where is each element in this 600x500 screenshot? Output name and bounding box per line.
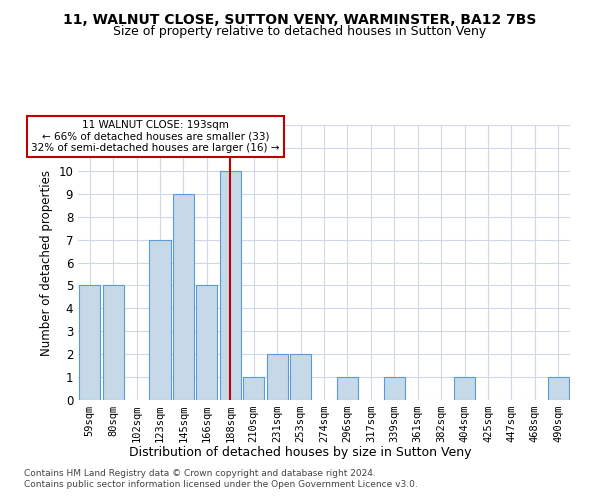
Bar [173, 194, 194, 400]
Bar [290, 354, 311, 400]
Text: Contains HM Land Registry data © Crown copyright and database right 2024.: Contains HM Land Registry data © Crown c… [24, 468, 376, 477]
Bar [548, 377, 569, 400]
Bar [384, 377, 405, 400]
Bar [196, 286, 217, 400]
Bar [243, 377, 264, 400]
Y-axis label: Number of detached properties: Number of detached properties [40, 170, 53, 356]
Bar [266, 354, 287, 400]
Bar [454, 377, 475, 400]
Bar [337, 377, 358, 400]
Text: Size of property relative to detached houses in Sutton Veny: Size of property relative to detached ho… [113, 25, 487, 38]
Text: 11, WALNUT CLOSE, SUTTON VENY, WARMINSTER, BA12 7BS: 11, WALNUT CLOSE, SUTTON VENY, WARMINSTE… [64, 12, 536, 26]
Text: Distribution of detached houses by size in Sutton Veny: Distribution of detached houses by size … [129, 446, 471, 459]
Bar [79, 286, 100, 400]
Bar [220, 171, 241, 400]
Bar [103, 286, 124, 400]
Text: Contains public sector information licensed under the Open Government Licence v3: Contains public sector information licen… [24, 480, 418, 489]
Bar [149, 240, 170, 400]
Text: 11 WALNUT CLOSE: 193sqm
← 66% of detached houses are smaller (33)
32% of semi-de: 11 WALNUT CLOSE: 193sqm ← 66% of detache… [31, 120, 280, 153]
